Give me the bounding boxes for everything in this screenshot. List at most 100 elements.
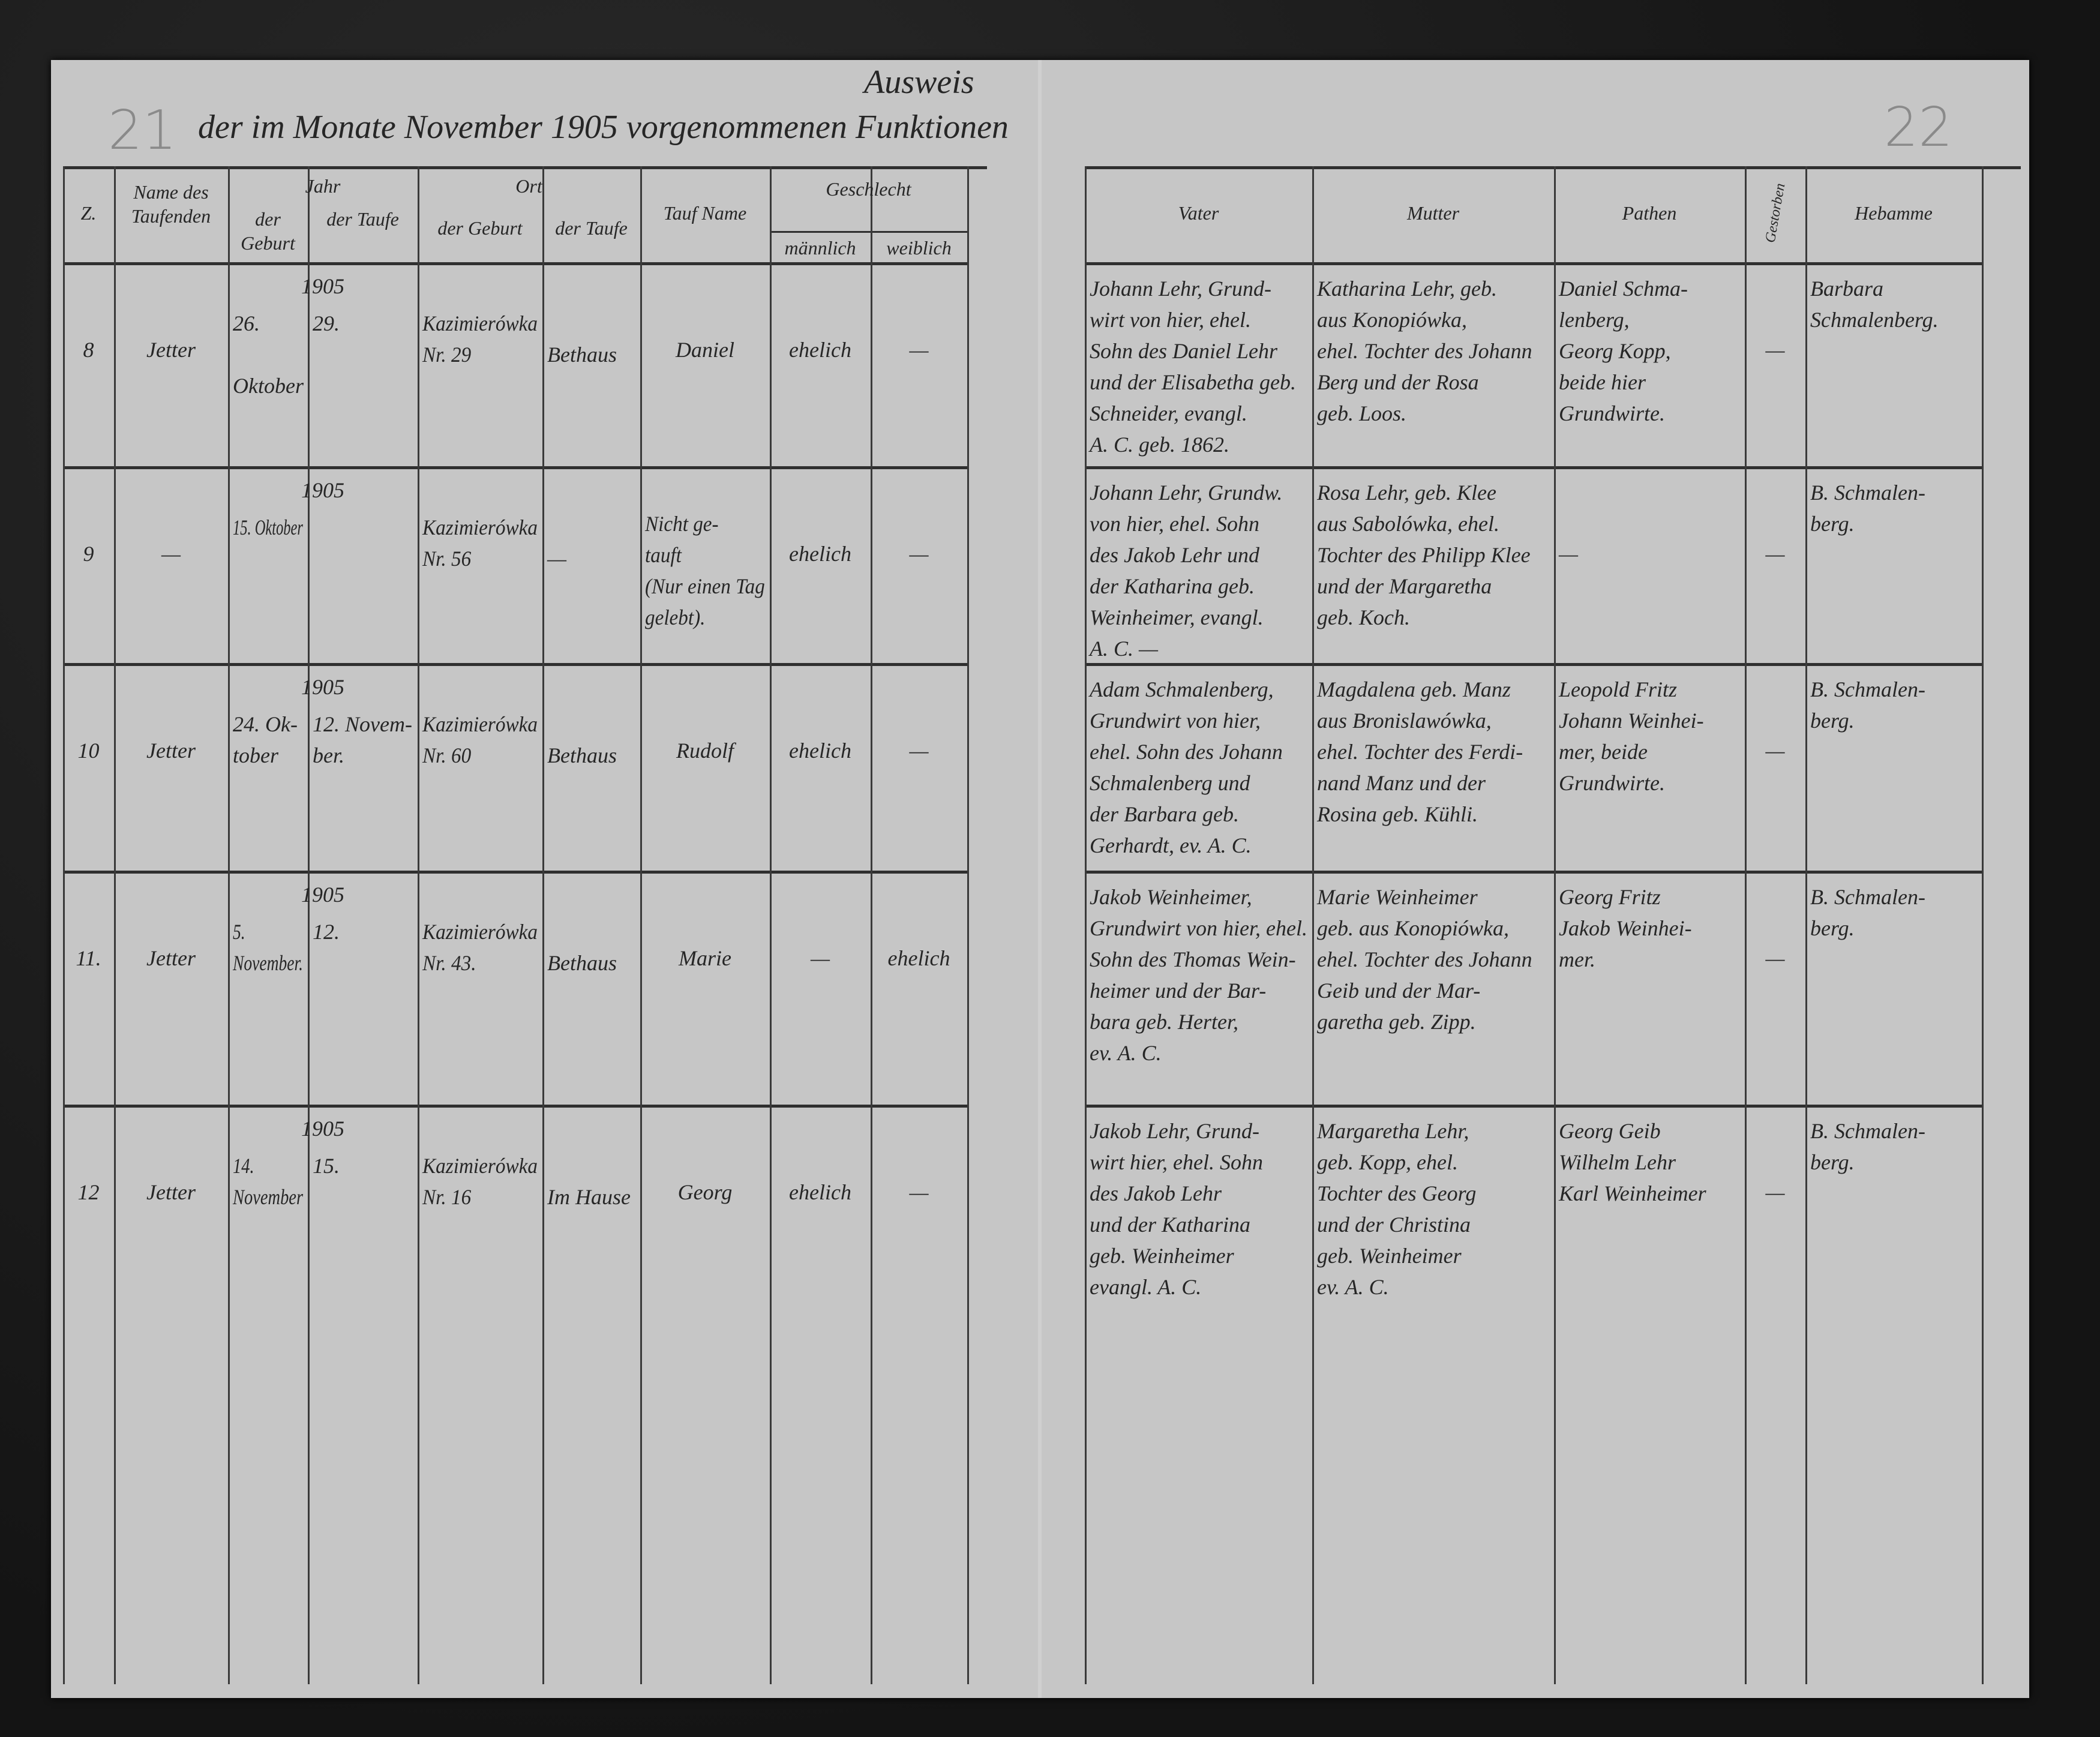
column-line [1745, 166, 1747, 1684]
mother-cell: Katharina Lehr, geb. aus Konopiówka, ehe… [1317, 277, 1532, 425]
column-line [418, 166, 419, 1684]
column-line [871, 166, 872, 1684]
row-divider [63, 663, 967, 666]
header-ort: Ort [515, 175, 542, 197]
column-line [542, 166, 544, 1684]
female-cell: — [909, 1180, 929, 1204]
given_name-cell: Daniel [676, 338, 734, 362]
name-cell: Jetter [146, 946, 196, 970]
midwife-cell: Barbara Schmalenberg. [1810, 277, 1939, 332]
baptism_place-cell: Bethaus [547, 743, 617, 767]
male-cell: ehelich [789, 739, 851, 763]
given_name-cell: Rudolf [676, 739, 734, 763]
column-line [1554, 166, 1556, 1684]
row-divider [1085, 262, 1982, 265]
row-divider [63, 262, 967, 265]
column-line [308, 166, 310, 1684]
nr-cell: 11. [76, 946, 101, 970]
male-cell: ehelich [789, 542, 851, 566]
nr-cell: 10 [77, 739, 100, 763]
row-divider [1085, 466, 1982, 469]
baptism-cell: 29. [313, 311, 340, 335]
row-divider [1085, 871, 1982, 874]
column-line [770, 166, 772, 1684]
father-cell: Johann Lehr, Grund- wirt von hier, ehel.… [1090, 277, 1296, 457]
table-top-line [63, 166, 987, 169]
header-ort_geburt: der Geburt [437, 217, 523, 239]
header-ort_taufe: der Taufe [555, 217, 628, 239]
narrow-cell: — [1765, 338, 1785, 362]
baptism_place-cell: Bethaus [547, 951, 617, 975]
narrow-cell: — [1765, 739, 1785, 763]
document-title: Ausweis [864, 64, 974, 101]
godparents-cell: Georg Fritz Jakob Weinhei- mer. [1559, 885, 1692, 971]
header-jahr_geburt: der Geburt [241, 208, 295, 254]
midwife-cell: B. Schmalen- berg. [1810, 885, 1925, 940]
given_name-cell: Nicht ge- tauft (Nur einen Tag gelebt). [645, 512, 765, 629]
year-cell: 1905 [301, 1117, 344, 1141]
column-line [1805, 166, 1807, 1684]
left-page-number: 21 [108, 99, 177, 162]
nr-cell: 9 [83, 542, 94, 566]
mother-cell: Marie Weinheimer geb. aus Konopiówka, eh… [1317, 885, 1532, 1034]
birthplace-cell: Kazimierówka Nr. 60 [422, 712, 538, 767]
row-divider [63, 466, 967, 469]
baptism-cell: 12. [313, 920, 340, 944]
male-cell: — [810, 946, 830, 970]
birth-cell: 24. Ok- tober [233, 712, 298, 767]
birthplace-cell: Kazimierówka Nr. 43. [422, 920, 538, 975]
godparents-cell: Daniel Schma- lenberg, Georg Kopp, beide… [1559, 277, 1688, 425]
godparents-cell: Leopold Fritz Johann Weinhei- mer, beide… [1559, 677, 1704, 795]
female-cell: — [909, 739, 929, 763]
header-jahr: Jahr [305, 175, 341, 197]
mother-cell: Margaretha Lehr, geb. Kopp, ehel. Tochte… [1317, 1119, 1477, 1299]
header-pathen: Pathen [1622, 202, 1677, 224]
narrow-cell: — [1765, 542, 1785, 566]
name-cell: Jetter [146, 1180, 196, 1204]
midwife-cell: B. Schmalen- berg. [1810, 677, 1925, 733]
year-cell: 1905 [301, 883, 344, 907]
midwife-cell: B. Schmalen- berg. [1810, 1119, 1925, 1174]
baptism-cell: 12. Novem- ber. [313, 712, 412, 767]
row-divider [63, 871, 967, 874]
female-cell: ehelich [887, 946, 950, 970]
column-line [1982, 166, 1984, 1684]
baptism_place-cell: Im Hause [547, 1185, 631, 1209]
nr-cell: 8 [83, 338, 94, 362]
name-cell: — [161, 542, 181, 566]
page-fold [1038, 60, 1042, 1698]
baptism_place-cell: — [547, 547, 567, 571]
birth-cell: 26. Oktober [233, 311, 304, 398]
given_name-cell: Georg [677, 1180, 733, 1204]
midwife-cell: B. Schmalen- berg. [1810, 481, 1925, 536]
name-cell: Jetter [146, 739, 196, 763]
godparents-cell: Georg Geib Wilhelm Lehr Karl Weinheimer [1559, 1119, 1706, 1205]
column-line [114, 166, 116, 1684]
geschlecht-subline [770, 231, 967, 233]
header-maennlich: männlich [784, 237, 856, 259]
header-jahr_taufe: der Taufe [326, 208, 399, 230]
row-divider [1085, 663, 1982, 666]
header-vater: Vater [1178, 202, 1219, 224]
narrow-cell: — [1765, 946, 1785, 970]
row-divider [1085, 1105, 1982, 1108]
table-top-line [1085, 166, 2021, 169]
male-cell: ehelich [789, 1180, 851, 1204]
godparents-cell: — [1559, 542, 1579, 566]
father-cell: Jakob Weinheimer, Grundwirt von hier, eh… [1090, 885, 1307, 1065]
female-cell: — [909, 338, 929, 362]
birthplace-cell: Kazimierówka Nr. 56 [422, 515, 538, 571]
baptism_place-cell: Bethaus [547, 343, 617, 367]
father-cell: Jakob Lehr, Grund- wirt hier, ehel. Sohn… [1090, 1119, 1263, 1299]
column-line [228, 166, 230, 1684]
birth-cell: 15. Oktober [233, 515, 303, 539]
female-cell: — [909, 542, 929, 566]
birth-cell: 14. November [233, 1154, 304, 1209]
header-nr: Z. [80, 202, 97, 224]
baptism-cell: 15. [313, 1154, 340, 1178]
given_name-cell: Marie [679, 946, 731, 970]
header-weiblich: weiblich [886, 237, 952, 259]
narrow-cell: — [1765, 1180, 1785, 1204]
year-cell: 1905 [301, 478, 344, 502]
header-taufname: Tauf Name [663, 202, 747, 224]
